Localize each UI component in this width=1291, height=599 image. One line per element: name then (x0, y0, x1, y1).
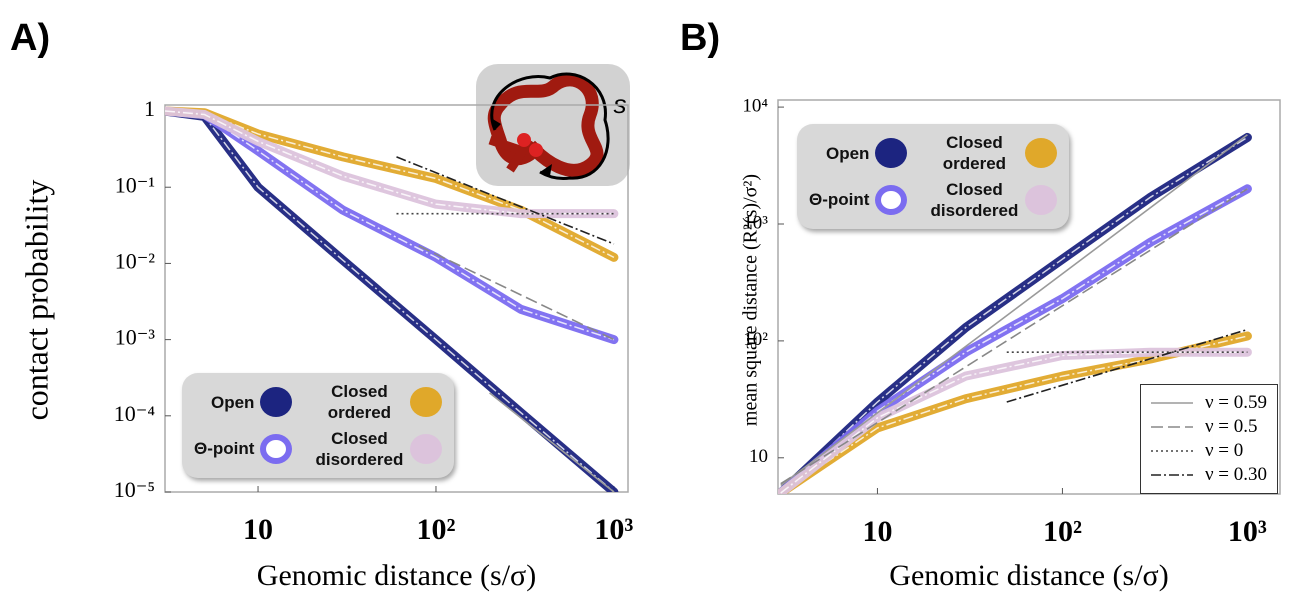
y-tick-label: 1 (144, 96, 155, 121)
fit-line (1006, 328, 1248, 403)
fit-legend-item: ν = 0 (1150, 439, 1267, 463)
legend-item: Closed disordered (314, 428, 443, 471)
fit-line (396, 156, 615, 245)
inset-label: s (614, 89, 627, 119)
contact-bead (529, 143, 543, 157)
y-tick-label: 10⁻³ (115, 325, 156, 350)
fit-legend: ν = 0.59 ν = 0.5 ν = 0 ν = 0.30 (1139, 384, 1278, 494)
fit-line (780, 188, 1248, 485)
plot-frame (777, 99, 1281, 495)
plot-frame (164, 104, 629, 493)
x-tick-label: 10³ (1228, 515, 1267, 548)
y-tick-label: 10⁻¹ (115, 172, 155, 197)
legend-marker (875, 184, 908, 215)
legend-item: Closed ordered (314, 381, 443, 424)
fit-legend-label: ν = 0.59 (1204, 392, 1267, 413)
legend: Open Θ-point Closed ordered Closed disorder… (182, 373, 455, 478)
series-line-highlight (165, 110, 614, 215)
fit-legend-item: ν = 0.30 (1150, 463, 1267, 487)
x-axis-label: Genomic distance (s/σ) (889, 559, 1168, 592)
x-tick-label: 10 (243, 513, 273, 546)
legend-marker (260, 387, 293, 418)
legend-item: Open (809, 132, 908, 175)
legend-item: Closed ordered (929, 132, 1058, 175)
plot-area (165, 106, 619, 492)
inset-illustration: s (476, 64, 630, 186)
arc-arrow (490, 72, 610, 180)
y-axis-label: mean square distance (R²(s)/σ²) (740, 174, 762, 426)
fit-legend-swatch (1150, 402, 1193, 404)
legend-marker (260, 433, 293, 464)
x-tick-label: 10² (1043, 515, 1082, 548)
fit-legend-label: ν = 0.30 (1204, 464, 1267, 485)
legend-item: Θ-point (809, 179, 908, 222)
fit-legend-label: ν = 0 (1204, 440, 1244, 461)
legend-marker (410, 433, 443, 464)
y-tick-label: 10³ (743, 212, 768, 233)
legend-marker (1025, 138, 1058, 169)
y-axis-label: contact probability (18, 180, 54, 421)
y-tick-label: 10 (749, 446, 768, 467)
legend-label: Open (210, 392, 255, 412)
y-tick-label: 10⁻⁴ (114, 401, 156, 426)
contact-bead (517, 133, 531, 147)
plot-area (778, 132, 1252, 494)
legend-item: Θ-point (194, 428, 293, 471)
legend-item: Closed disordered (929, 179, 1058, 222)
fit-legend-swatch (1150, 474, 1193, 476)
legend-marker (875, 138, 908, 169)
legend-label: Closed ordered (327, 382, 392, 423)
legend-label: Closed disordered (315, 428, 404, 469)
fit-legend-label: ν = 0.5 (1204, 416, 1258, 437)
legend-label: Closed disordered (930, 179, 1019, 220)
y-tick-label: 10⁻² (115, 248, 156, 273)
legend-label: Θ-point (809, 190, 870, 210)
legend-label: Closed ordered (942, 133, 1007, 174)
arrow-head (491, 118, 552, 176)
x-tick-label: 10 (862, 515, 892, 548)
legend-item: Open (194, 381, 293, 424)
fit-legend-item: ν = 0.5 (1150, 415, 1267, 439)
fit-line (780, 134, 1248, 487)
y-tick-label: 10² (743, 329, 768, 350)
panel-label: A) (10, 17, 50, 59)
legend-label: Θ-point (194, 439, 255, 459)
fit-legend-swatch (1150, 450, 1193, 452)
series-line-highlight (780, 188, 1248, 494)
legend-marker (1025, 184, 1058, 215)
x-tick-label: 10² (416, 513, 455, 546)
legend-label: Open (825, 143, 870, 163)
legend: Open Θ-point Closed ordered Closed disorder… (797, 124, 1070, 229)
series-line-highlight (780, 136, 1248, 494)
fit-legend-item: ν = 0.59 (1150, 391, 1267, 415)
x-axis-label: Genomic distance (s/σ) (257, 559, 536, 592)
y-tick-label: 10⁴ (742, 95, 768, 116)
x-tick-label: 10³ (594, 513, 633, 546)
legend-marker (410, 387, 443, 418)
panel-label: B) (680, 17, 720, 59)
y-tick-label: 10⁻⁵ (114, 477, 155, 502)
fit-line (418, 245, 615, 341)
fit-legend-swatch (1150, 426, 1193, 428)
fit-line (489, 392, 615, 492)
